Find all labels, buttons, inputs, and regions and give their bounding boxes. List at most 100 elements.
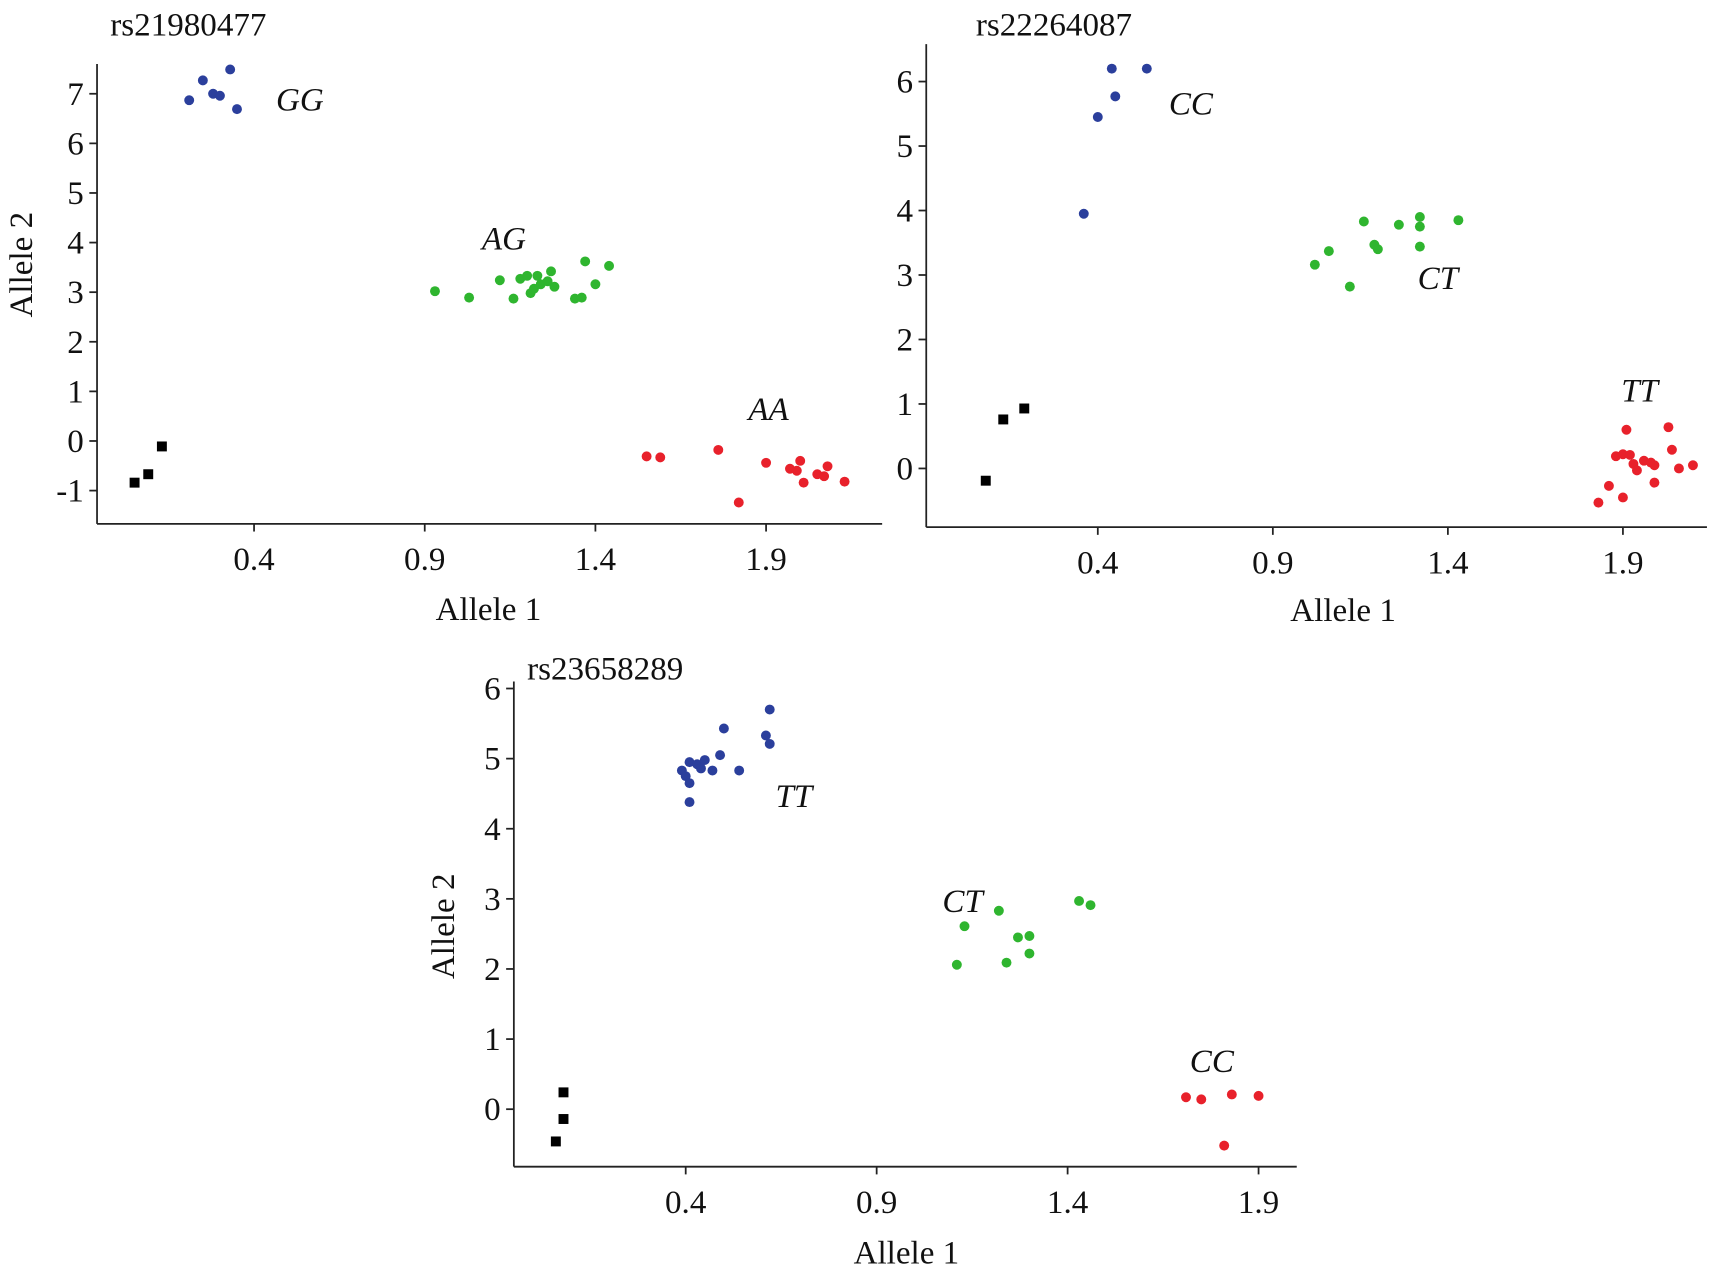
x-tick-label: 0.4 <box>665 1185 707 1221</box>
x-tick-label: 1.9 <box>1602 545 1643 581</box>
point <box>734 765 745 776</box>
point <box>1078 208 1089 219</box>
point <box>1001 957 1012 968</box>
point <box>129 477 140 488</box>
y-tick-label: 4 <box>484 812 501 848</box>
point <box>1012 932 1023 943</box>
point <box>993 905 1004 916</box>
point <box>980 475 991 486</box>
chart-title: rs22264087 <box>976 7 1132 43</box>
point <box>1085 900 1096 911</box>
point <box>508 293 519 304</box>
y-tick-label: 2 <box>67 325 84 361</box>
point <box>1649 460 1660 471</box>
point <box>760 730 771 741</box>
point <box>143 469 154 480</box>
point <box>684 757 695 768</box>
point <box>764 704 775 715</box>
point <box>1617 492 1628 503</box>
point <box>1603 480 1614 491</box>
point <box>1253 1090 1264 1101</box>
point <box>1092 112 1103 122</box>
y-tick-label: 1 <box>67 374 84 410</box>
point <box>546 266 556 277</box>
y-tick-label: 4 <box>896 194 913 230</box>
series-label: CC <box>1190 1044 1235 1080</box>
y-tick-label: 6 <box>484 672 501 708</box>
x-tick-label: 1.4 <box>1427 545 1469 581</box>
point <box>430 286 440 297</box>
x-tick-label: 0.9 <box>856 1185 897 1221</box>
x-axis-label: Allele 1 <box>854 1236 960 1272</box>
series-label: CT <box>1418 261 1461 297</box>
y-tick-label: 0 <box>896 451 913 487</box>
point <box>532 270 543 281</box>
x-tick-label: 0.4 <box>233 542 275 578</box>
point <box>684 797 695 808</box>
point <box>1687 460 1698 471</box>
y-tick-label: 2 <box>484 952 501 988</box>
point <box>998 414 1009 425</box>
point <box>718 723 729 734</box>
point <box>822 461 833 472</box>
point <box>1110 91 1121 102</box>
y-tick-label: 1 <box>484 1022 501 1058</box>
point <box>1358 216 1369 227</box>
point <box>1181 1092 1191 1103</box>
y-tick-label: 0 <box>67 424 84 460</box>
series-label: TT <box>1621 373 1660 409</box>
point <box>1393 219 1404 230</box>
x-axis-label: Allele 1 <box>1290 593 1396 629</box>
point <box>1141 63 1152 74</box>
point <box>819 471 830 482</box>
point <box>733 497 744 508</box>
y-axis-label: Allele 2 <box>426 873 462 979</box>
point <box>232 104 242 115</box>
x-tick-label: 0.9 <box>1252 545 1293 581</box>
point <box>641 451 652 462</box>
point <box>1196 1094 1207 1105</box>
y-tick-label: 3 <box>67 275 84 311</box>
point <box>1414 241 1425 252</box>
point <box>184 95 195 106</box>
y-tick-label: -1 <box>56 474 84 510</box>
point <box>655 452 666 463</box>
chart-title: rs23658289 <box>527 651 683 687</box>
point <box>798 477 809 488</box>
point <box>1414 221 1425 232</box>
point <box>795 455 806 466</box>
x-tick-label: 1.9 <box>1238 1185 1279 1221</box>
point <box>542 276 553 287</box>
point <box>197 75 208 86</box>
point <box>604 260 615 271</box>
point <box>1019 403 1030 414</box>
point <box>558 1087 569 1098</box>
point <box>1309 259 1320 270</box>
series-label: GG <box>276 82 324 118</box>
point <box>791 465 802 476</box>
point <box>1414 212 1425 222</box>
point <box>1624 449 1635 460</box>
x-tick-label: 1.4 <box>575 542 617 578</box>
point <box>1323 246 1334 257</box>
y-tick-label: 1 <box>896 387 913 423</box>
point <box>214 90 225 101</box>
series-label: AG <box>480 221 526 257</box>
y-tick-label: 4 <box>67 226 84 262</box>
y-tick-label: 5 <box>484 742 501 778</box>
point <box>951 959 962 970</box>
point <box>1673 463 1684 474</box>
y-tick-label: 3 <box>896 258 913 294</box>
point <box>684 778 695 789</box>
point <box>590 279 601 290</box>
point <box>1666 444 1677 455</box>
point <box>1663 422 1674 433</box>
x-tick-label: 1.9 <box>745 542 786 578</box>
point <box>1219 1140 1230 1151</box>
point <box>576 292 587 303</box>
point <box>156 441 167 452</box>
point <box>1024 948 1035 959</box>
y-tick-label: 6 <box>67 126 84 162</box>
point <box>550 1136 561 1147</box>
